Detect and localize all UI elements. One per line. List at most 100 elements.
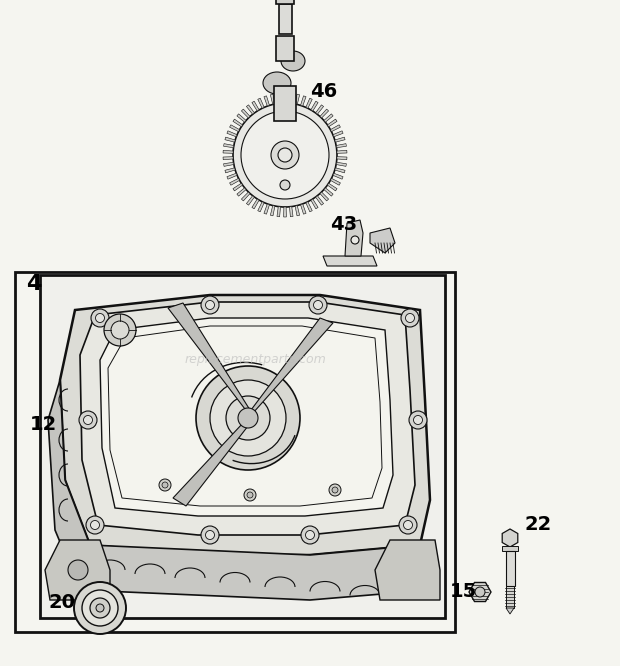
Circle shape (86, 516, 104, 534)
Polygon shape (258, 202, 264, 212)
Circle shape (332, 487, 338, 493)
Circle shape (301, 526, 319, 544)
Circle shape (68, 560, 88, 580)
Polygon shape (311, 101, 318, 111)
Polygon shape (233, 119, 242, 127)
Polygon shape (224, 144, 234, 148)
Polygon shape (284, 93, 286, 103)
Text: 43: 43 (330, 215, 357, 234)
Polygon shape (327, 119, 337, 127)
Polygon shape (316, 105, 324, 115)
Polygon shape (229, 125, 239, 132)
Polygon shape (301, 96, 306, 106)
Circle shape (399, 516, 417, 534)
Circle shape (401, 309, 419, 327)
Circle shape (91, 309, 109, 327)
Polygon shape (229, 178, 239, 185)
Polygon shape (60, 295, 430, 555)
Ellipse shape (281, 51, 305, 71)
Polygon shape (335, 137, 345, 142)
Bar (276, 36, 294, 61)
Polygon shape (290, 206, 293, 216)
Polygon shape (241, 109, 250, 118)
Polygon shape (270, 206, 275, 216)
Circle shape (226, 396, 270, 440)
Polygon shape (336, 144, 347, 148)
Circle shape (205, 300, 215, 310)
Polygon shape (295, 94, 299, 105)
Polygon shape (327, 183, 337, 191)
Polygon shape (48, 380, 90, 590)
Circle shape (90, 598, 110, 618)
Polygon shape (270, 94, 275, 105)
Circle shape (205, 531, 215, 539)
Polygon shape (290, 93, 293, 103)
Polygon shape (227, 173, 237, 179)
Polygon shape (306, 98, 312, 109)
Circle shape (271, 141, 299, 169)
Polygon shape (80, 302, 415, 535)
Circle shape (414, 416, 422, 424)
Circle shape (306, 531, 314, 539)
Bar (278, 4, 291, 34)
Polygon shape (337, 157, 347, 160)
Polygon shape (251, 318, 333, 413)
Polygon shape (295, 206, 299, 216)
Circle shape (201, 296, 219, 314)
Text: 12: 12 (30, 415, 57, 434)
Circle shape (238, 408, 258, 428)
Polygon shape (223, 151, 233, 153)
Polygon shape (345, 220, 363, 256)
Circle shape (244, 489, 256, 501)
Polygon shape (324, 114, 333, 122)
Polygon shape (306, 202, 312, 212)
Bar (40, 275, 445, 618)
Text: replacementparts.com: replacementparts.com (184, 354, 326, 366)
Polygon shape (252, 101, 259, 111)
Circle shape (79, 411, 97, 429)
Polygon shape (233, 183, 242, 191)
Polygon shape (246, 196, 254, 205)
Polygon shape (246, 105, 254, 115)
Polygon shape (370, 228, 395, 253)
Polygon shape (311, 199, 318, 209)
Polygon shape (375, 540, 440, 600)
Circle shape (247, 492, 253, 498)
Circle shape (278, 148, 292, 162)
Polygon shape (264, 96, 270, 106)
Polygon shape (100, 318, 393, 516)
Circle shape (405, 314, 415, 322)
Polygon shape (502, 529, 518, 547)
Polygon shape (320, 109, 329, 118)
Polygon shape (173, 423, 248, 506)
Polygon shape (264, 204, 270, 214)
Text: 4: 4 (26, 274, 42, 294)
Circle shape (91, 521, 99, 529)
Polygon shape (241, 192, 250, 201)
Ellipse shape (263, 72, 291, 94)
Bar (502, 546, 518, 551)
Polygon shape (336, 163, 347, 166)
Polygon shape (301, 204, 306, 214)
Polygon shape (45, 540, 110, 600)
Polygon shape (225, 137, 235, 142)
Polygon shape (258, 98, 264, 109)
Circle shape (309, 296, 327, 314)
Polygon shape (224, 163, 234, 166)
Bar (276, 0, 294, 4)
Circle shape (162, 482, 168, 488)
Polygon shape (168, 303, 250, 413)
Circle shape (351, 236, 359, 244)
Text: 20: 20 (48, 593, 75, 612)
Circle shape (475, 587, 485, 597)
Polygon shape (252, 199, 259, 209)
Polygon shape (284, 207, 286, 217)
Polygon shape (277, 93, 280, 103)
Polygon shape (323, 256, 377, 266)
Polygon shape (237, 114, 246, 122)
Circle shape (233, 103, 337, 207)
Polygon shape (324, 188, 333, 196)
Polygon shape (320, 192, 329, 201)
Text: 46: 46 (310, 82, 337, 101)
Polygon shape (330, 178, 340, 185)
